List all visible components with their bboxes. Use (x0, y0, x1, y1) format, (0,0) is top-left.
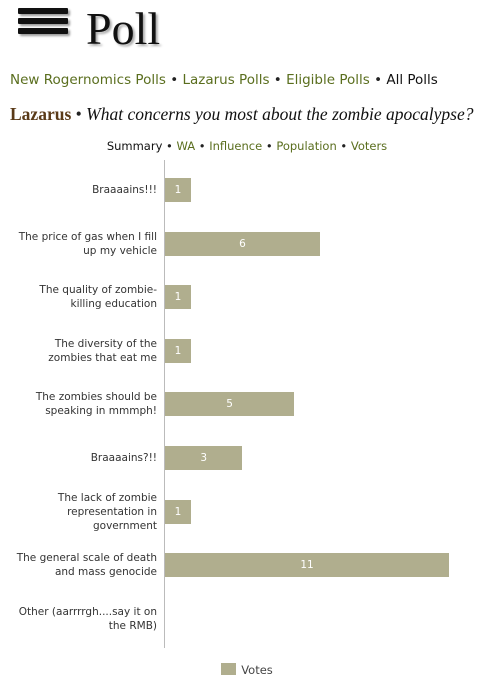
separator: • (198, 139, 206, 153)
bar[interactable] (165, 285, 191, 310)
category-label: The zombies should be speaking in mmmph! (35, 391, 157, 418)
category-label: The lack of zombie representation in gov… (57, 491, 157, 532)
bar[interactable] (165, 392, 295, 417)
bar[interactable] (165, 446, 243, 470)
axis-line (164, 160, 165, 648)
question: What concerns you most about the zombie … (86, 104, 474, 124)
category-label: The quality of zombie-killing education (39, 284, 157, 311)
value-label: 1 (174, 505, 182, 518)
link[interactable]: Population (276, 139, 337, 153)
bar[interactable] (165, 178, 191, 202)
link[interactable]: Summary (106, 139, 163, 153)
category-label: Other (aarrrrgh....say it on the RMB) (18, 605, 157, 632)
region[interactable]: Lazarus (10, 104, 72, 124)
category-label: The price of gas when I fill up my vehic… (18, 230, 157, 257)
category-label: Braaaains!!! (92, 184, 157, 196)
nav: New Rogernomics Polls • Lazarus Polls • … (10, 72, 438, 88)
bar[interactable] (165, 231, 320, 256)
link[interactable]: Influence (209, 139, 263, 153)
bar[interactable] (165, 338, 191, 363)
tabs: Summary • WA • Influence • Population • … (0, 139, 494, 153)
value-label: 11 (300, 559, 314, 572)
value-label: 5 (226, 398, 233, 411)
link[interactable]: Lazarus Polls (182, 72, 270, 88)
separator: • (273, 72, 282, 88)
legend: Votes (0, 663, 494, 677)
legend-swatch (221, 663, 237, 675)
bar[interactable] (165, 553, 449, 578)
link[interactable]: New Rogernomics Polls (10, 72, 166, 88)
value-label: 1 (174, 291, 182, 304)
bar[interactable] (165, 499, 191, 524)
link[interactable]: Voters (350, 139, 388, 153)
link[interactable]: WA (176, 139, 196, 153)
category-label: The diversity of the zombies that eat me (48, 337, 157, 364)
separator: • (374, 72, 383, 88)
category-label: The general scale of death and mass geno… (16, 552, 157, 579)
value-label: 1 (174, 184, 182, 196)
legend-label: Votes (241, 663, 273, 677)
link[interactable]: All Polls (386, 72, 438, 88)
separator: • (166, 139, 173, 153)
separator: • (265, 139, 273, 153)
separator: • (170, 72, 179, 88)
link[interactable]: Eligible Polls (286, 72, 370, 88)
category-label: Braaaains?!! (90, 452, 157, 464)
separator: • (340, 139, 348, 153)
poll-question: Lazarus • What concerns you most about t… (10, 104, 474, 125)
menu-icon[interactable] (18, 8, 68, 46)
value-label: 1 (174, 344, 182, 357)
separator: • (75, 104, 82, 124)
value-label: 3 (200, 452, 208, 464)
page-title: Poll (86, 3, 161, 54)
value-label: 6 (239, 237, 246, 250)
